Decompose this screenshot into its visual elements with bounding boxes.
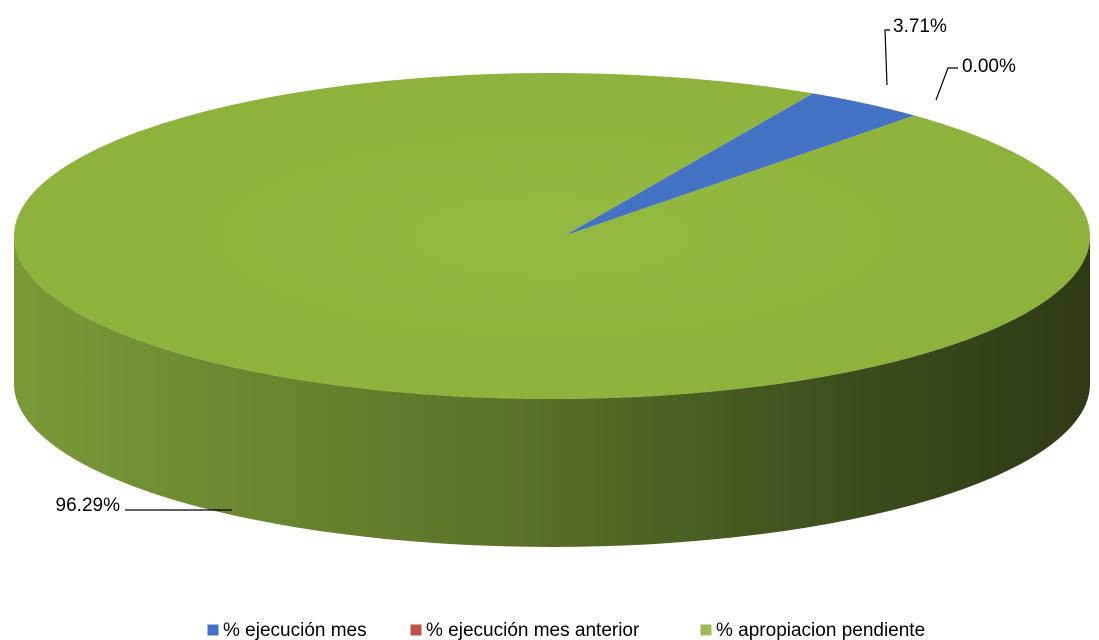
data-label: 96.29% <box>56 495 121 516</box>
legend-swatch <box>699 623 713 637</box>
leader-line <box>935 67 958 101</box>
legend-swatch <box>409 623 423 637</box>
legend-label: % apropiacion pendiente <box>716 620 925 640</box>
slice <box>13 73 1091 400</box>
legend-label: % ejecución mes anterior <box>426 620 640 640</box>
slice <box>564 93 915 237</box>
data-label: 0.00% <box>962 56 1016 77</box>
legend-label: % ejecución mes <box>223 620 367 640</box>
slice-side <box>14 236 1090 547</box>
legend-swatch <box>206 623 220 637</box>
data-label: 3.71% <box>893 16 947 37</box>
leader-line <box>884 29 890 86</box>
